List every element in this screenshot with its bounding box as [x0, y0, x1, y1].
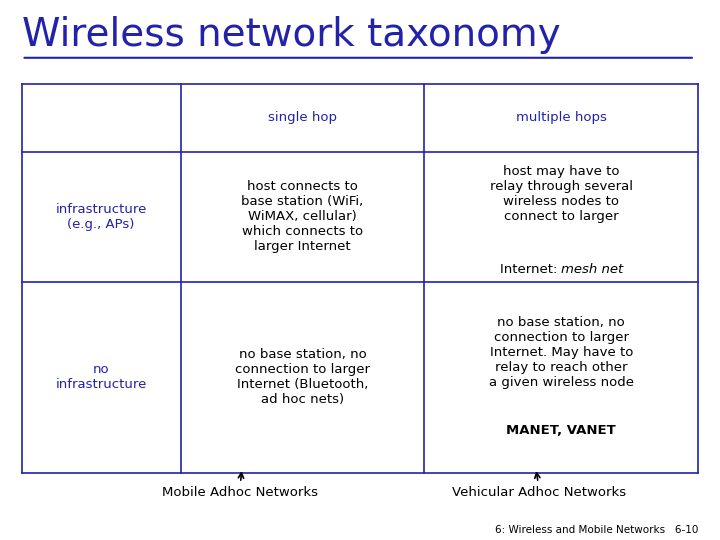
Text: MANET, VANET: MANET, VANET [506, 424, 616, 437]
Text: host connects to
base station (WiFi,
WiMAX, cellular)
which connects to
larger I: host connects to base station (WiFi, WiM… [241, 180, 364, 253]
Text: Mobile Adhoc Networks: Mobile Adhoc Networks [162, 473, 318, 499]
Text: no base station, no
connection to larger
Internet (Bluetooth,
ad hoc nets): no base station, no connection to larger… [235, 348, 370, 406]
Text: infrastructure
(e.g., APs): infrastructure (e.g., APs) [55, 203, 147, 231]
Text: no base station, no
connection to larger
Internet. May have to
relay to reach ot: no base station, no connection to larger… [489, 316, 634, 389]
Text: mesh net: mesh net [562, 264, 624, 276]
Text: Internet:: Internet: [500, 264, 562, 276]
Text: Vehicular Adhoc Networks: Vehicular Adhoc Networks [452, 473, 626, 499]
Text: 6: Wireless and Mobile Networks   6-10: 6: Wireless and Mobile Networks 6-10 [495, 524, 698, 535]
Text: multiple hops: multiple hops [516, 111, 607, 124]
Text: Wireless network taxonomy: Wireless network taxonomy [22, 16, 560, 54]
Text: single hop: single hop [268, 111, 337, 124]
Text: no
infrastructure: no infrastructure [55, 363, 147, 392]
Text: host may have to
relay through several
wireless nodes to
connect to larger: host may have to relay through several w… [490, 165, 633, 223]
